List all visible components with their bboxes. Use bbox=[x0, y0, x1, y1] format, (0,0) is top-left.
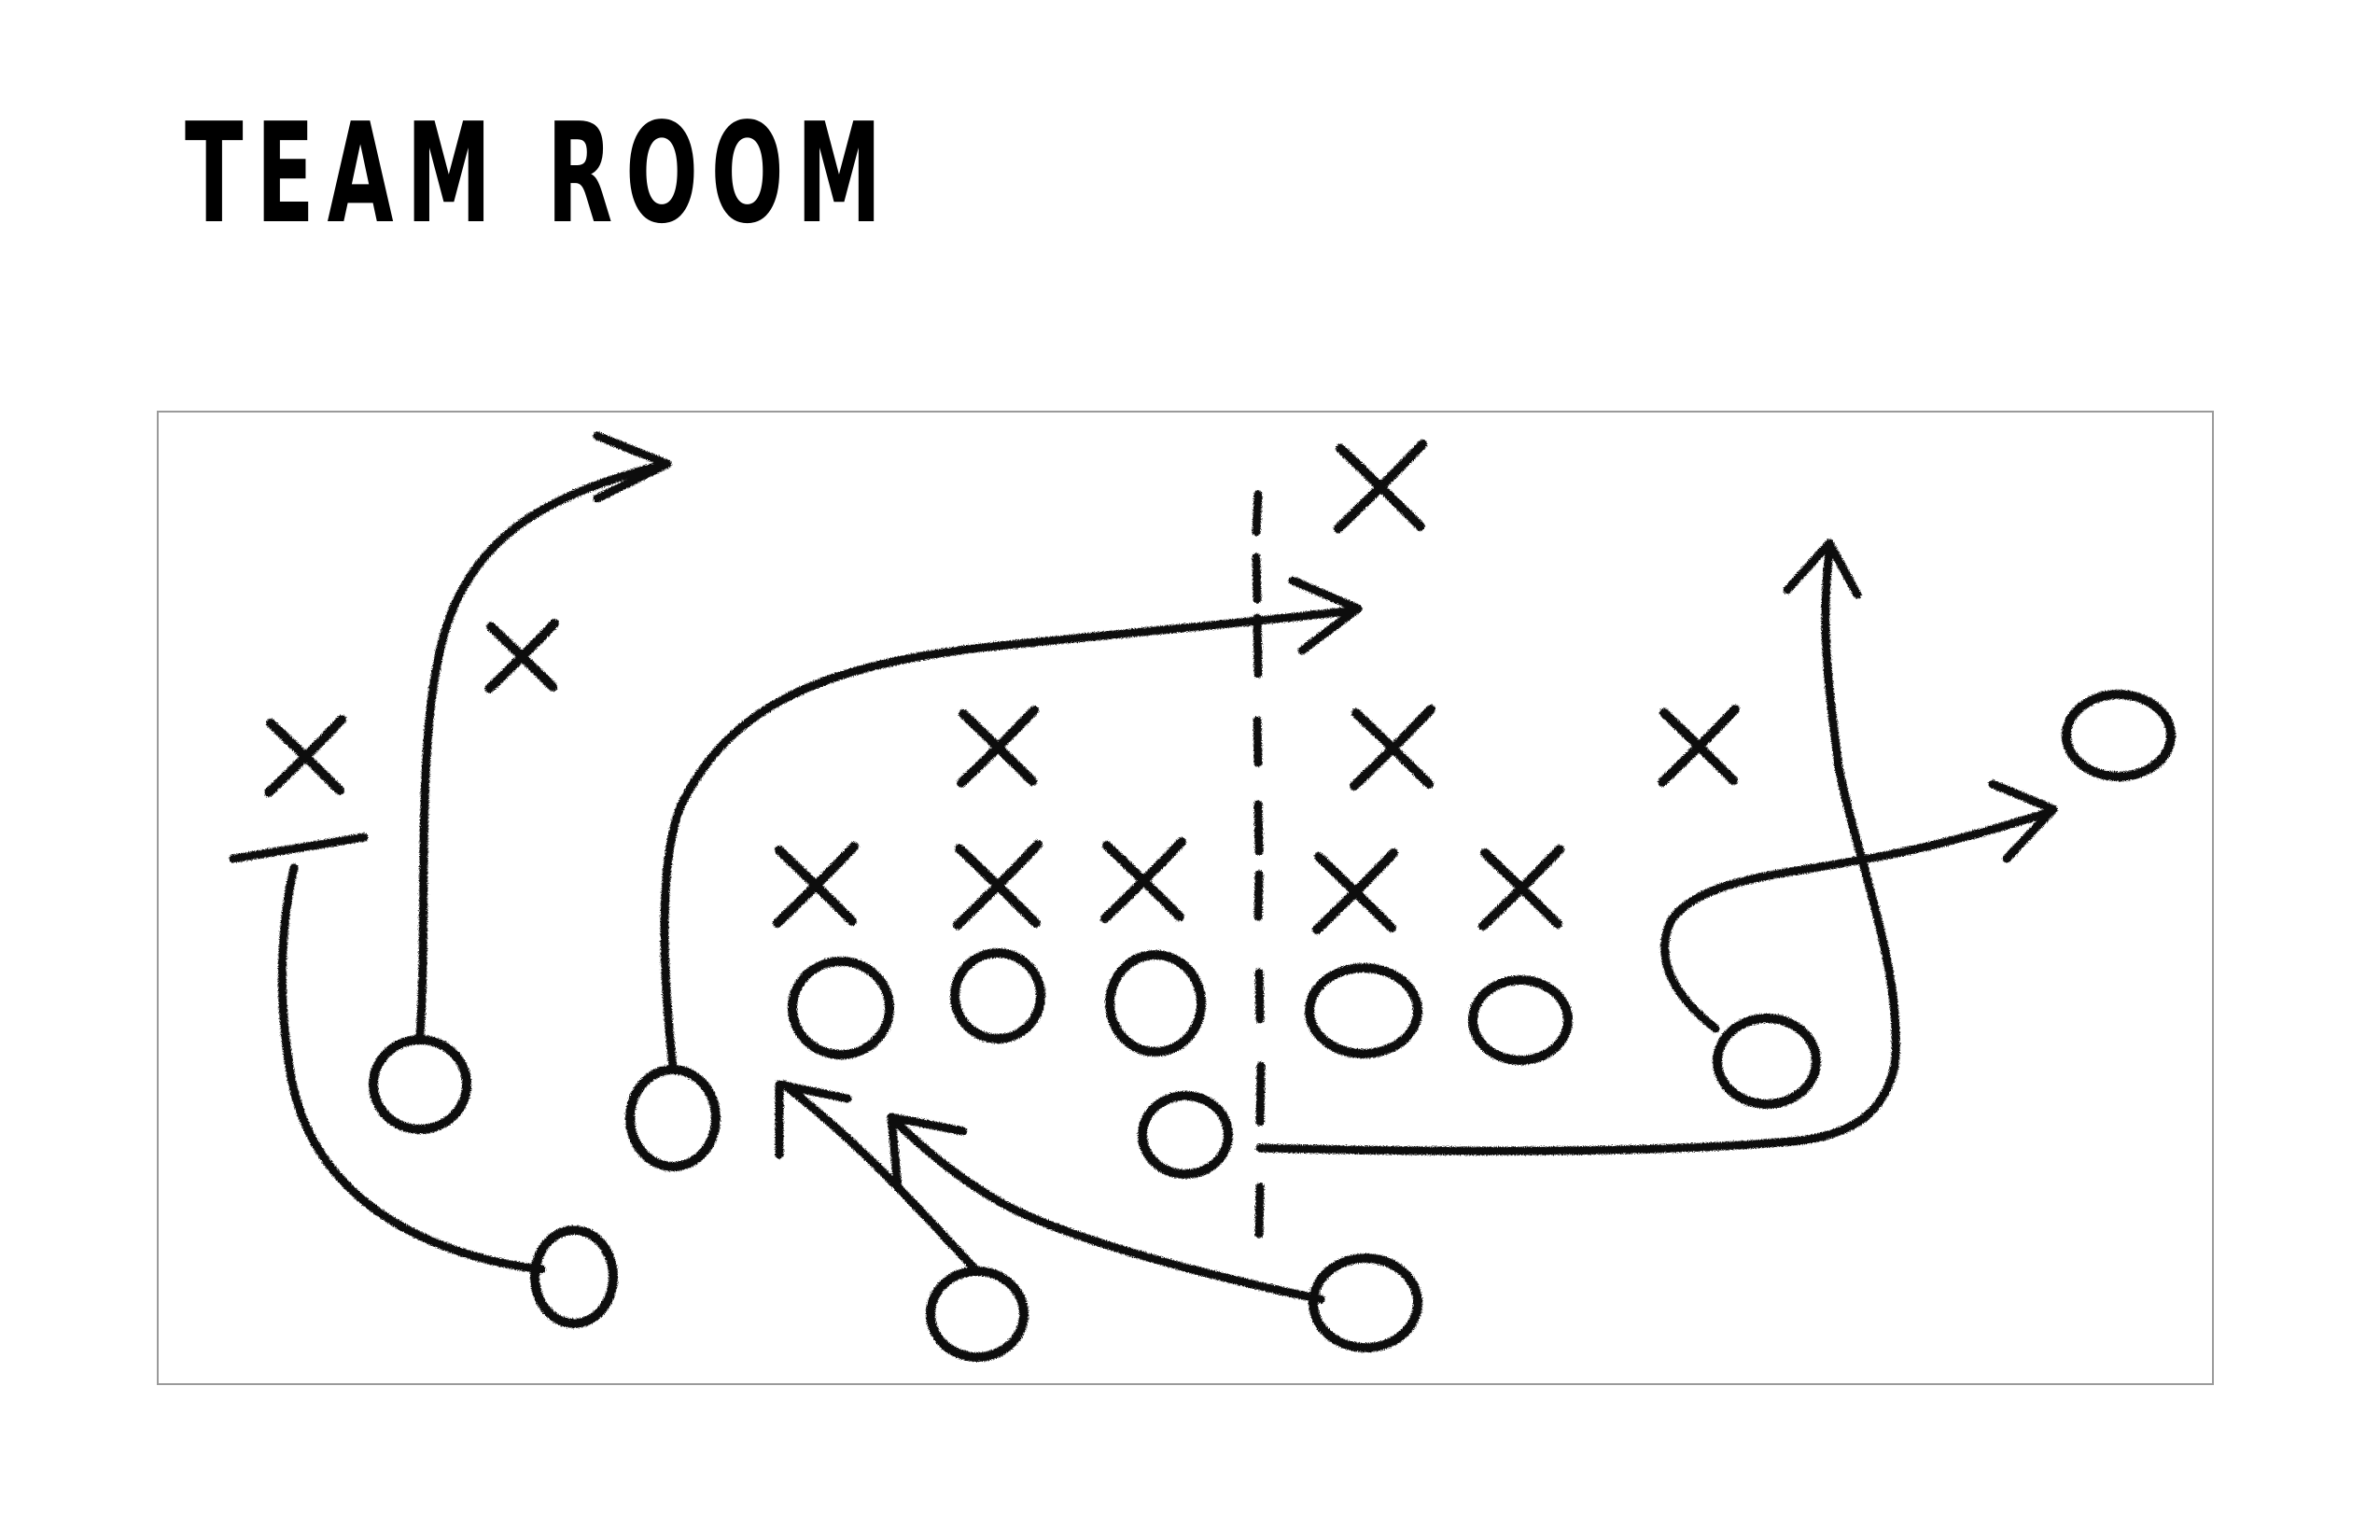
route-4 bbox=[775, 1080, 980, 1274]
offense-player-o-2 bbox=[950, 948, 1045, 1043]
routes bbox=[277, 431, 2058, 1304]
defender-x-11 bbox=[1478, 845, 1564, 931]
offense-player-o-4 bbox=[1305, 963, 1422, 1058]
defender-underline bbox=[229, 833, 369, 863]
offense-player-o-12 bbox=[926, 1267, 1029, 1362]
offense-player-o-6 bbox=[369, 1035, 471, 1134]
offense-players bbox=[369, 690, 2176, 1362]
offense-player-o-1 bbox=[788, 957, 894, 1059]
defender-x-6 bbox=[1658, 705, 1740, 787]
defender-x-2 bbox=[484, 619, 559, 693]
offense-player-o-5 bbox=[1468, 975, 1573, 1065]
route-1 bbox=[415, 431, 672, 1041]
route-7 bbox=[1660, 779, 2058, 1033]
offense-player-o-8 bbox=[1138, 1091, 1233, 1179]
defender-x-7 bbox=[773, 842, 859, 928]
defender-x-5 bbox=[1350, 705, 1435, 791]
offense-player-o-11 bbox=[530, 1225, 618, 1328]
offense-player-o-9 bbox=[1713, 1014, 1821, 1109]
arrowhead bbox=[1783, 539, 1862, 599]
route-6 bbox=[1255, 539, 1900, 1155]
offense-player-o-3 bbox=[1105, 950, 1206, 1057]
defender-x-9 bbox=[1100, 837, 1186, 923]
arrowhead bbox=[887, 1113, 968, 1192]
defender-x-10 bbox=[1312, 848, 1398, 934]
page-title: TEAM ROOM bbox=[185, 93, 895, 254]
route-5 bbox=[887, 1113, 1325, 1304]
play-diagram bbox=[229, 431, 2176, 1362]
line-of-scrimmage bbox=[1252, 490, 1266, 1239]
arrowhead bbox=[1288, 576, 1363, 655]
route-3 bbox=[660, 576, 1363, 1072]
arrowhead bbox=[1988, 779, 2058, 863]
route-2 bbox=[277, 863, 546, 1274]
arrowhead bbox=[775, 1080, 852, 1159]
defender-x-3 bbox=[264, 715, 346, 797]
offense-player-o-13 bbox=[1309, 1253, 1422, 1352]
defender-x-8 bbox=[952, 840, 1043, 931]
play-diagram-board bbox=[157, 411, 2214, 1385]
defender-x-4 bbox=[957, 706, 1039, 788]
offense-player-o-7 bbox=[625, 1065, 721, 1171]
defender-x-1 bbox=[1333, 440, 1427, 534]
arrowhead bbox=[593, 431, 672, 503]
offense-player-o-10 bbox=[2062, 690, 2176, 781]
defense-players bbox=[264, 440, 1740, 934]
